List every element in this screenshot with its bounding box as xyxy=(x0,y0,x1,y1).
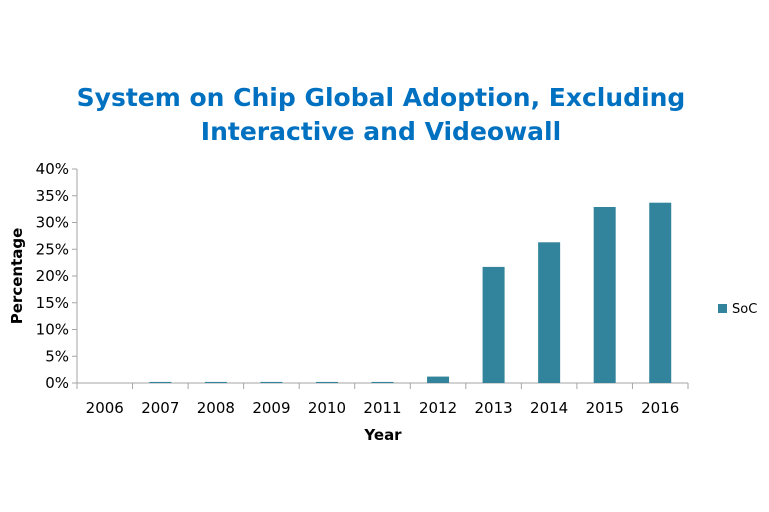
y-tick-label: 40% xyxy=(36,160,69,178)
x-tick-label: 2012 xyxy=(419,399,457,417)
x-tick-label: 2008 xyxy=(197,399,235,417)
bar-soc-2011 xyxy=(371,381,394,383)
bar-soc-2014 xyxy=(538,242,561,383)
bar-soc-2012 xyxy=(427,376,450,383)
bar-soc-2013 xyxy=(482,266,505,383)
legend-label-soc: SoC xyxy=(732,302,757,317)
x-tick-label: 2016 xyxy=(641,399,679,417)
x-tick-label: 2006 xyxy=(86,399,124,417)
legend: SoC xyxy=(718,302,757,317)
chart-title-line-2: Interactive and Videowall xyxy=(201,117,561,146)
legend-swatch-soc xyxy=(718,304,727,313)
x-tick-label: 2015 xyxy=(586,399,624,417)
x-tick-label: 2014 xyxy=(530,399,568,417)
y-tick-label: 15% xyxy=(36,294,69,312)
x-tick-label: 2013 xyxy=(474,399,512,417)
chart-title-line-1: System on Chip Global Adoption, Excludin… xyxy=(77,83,686,112)
y-tick-label: 5% xyxy=(45,347,69,365)
bar-soc-2007 xyxy=(149,381,172,383)
y-tick-label: 25% xyxy=(36,240,69,258)
y-tick-label: 10% xyxy=(36,321,69,339)
bar-soc-2010 xyxy=(315,381,338,383)
y-tick-label: 20% xyxy=(36,267,69,285)
bar-soc-2015 xyxy=(593,206,616,383)
x-tick-label: 2009 xyxy=(252,399,290,417)
bar-soc-2009 xyxy=(260,381,283,383)
y-tick-label: 35% xyxy=(36,187,69,205)
bar-soc-2016 xyxy=(649,202,672,383)
x-tick-label: 2010 xyxy=(308,399,346,417)
y-tick-label: 0% xyxy=(45,374,69,392)
y-tick-label: 30% xyxy=(36,214,69,232)
x-tick-label: 2011 xyxy=(363,399,401,417)
x-axis-title: Year xyxy=(363,426,402,444)
bar-soc-2008 xyxy=(204,381,227,383)
y-axis-title: Percentage xyxy=(8,228,26,325)
plot-area: 0% 5% 10% 15% 20% 25% 30% 35% 40% 2006 2007 2008 200… xyxy=(36,160,689,417)
x-tick-label: 2007 xyxy=(141,399,179,417)
